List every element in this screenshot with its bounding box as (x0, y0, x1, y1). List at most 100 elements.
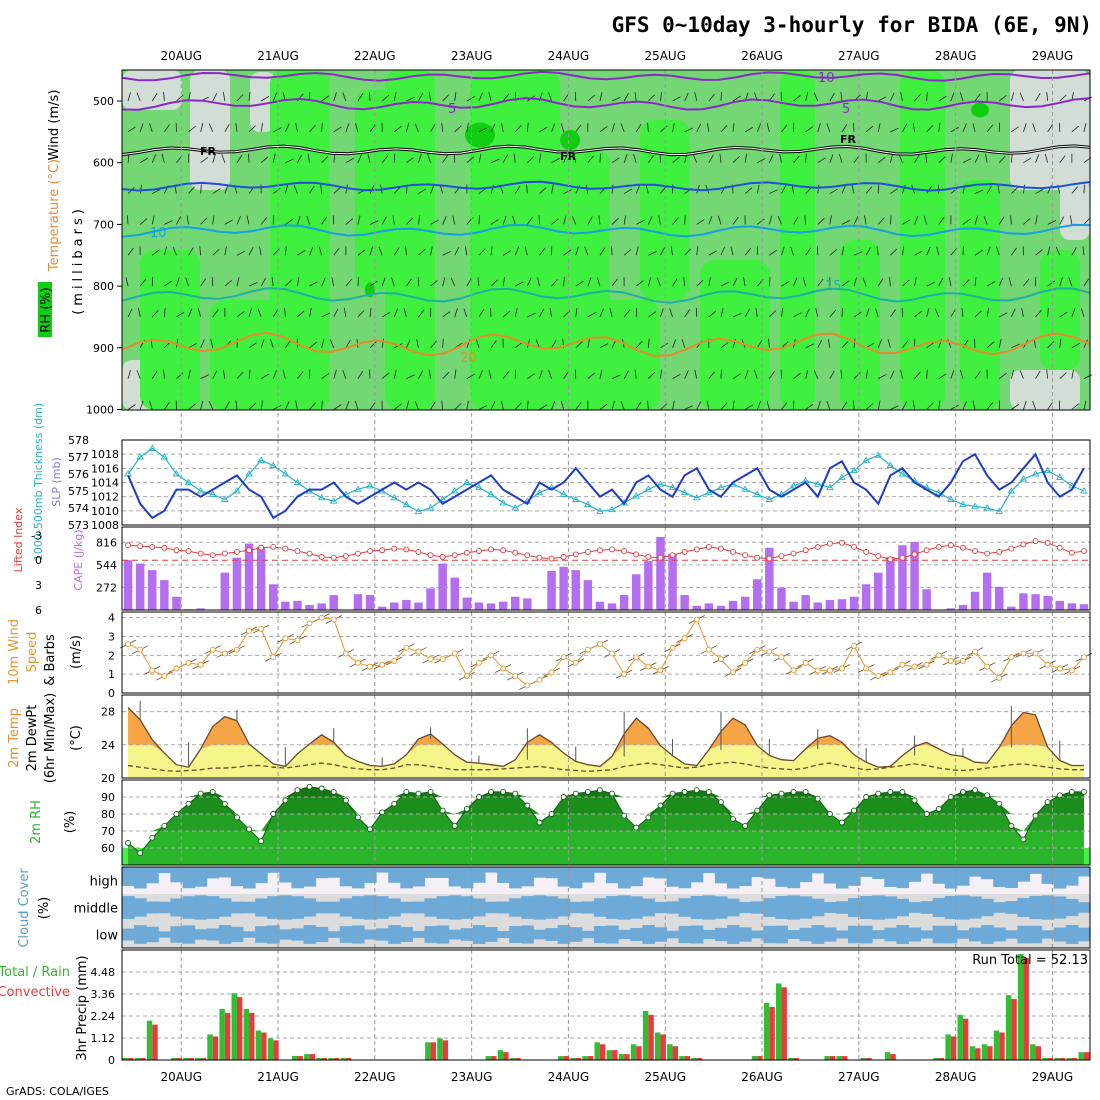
cloud-low-bar (630, 927, 643, 942)
lifted-index-line-point (572, 551, 579, 558)
wind-barb (926, 91, 928, 102)
cloud-mid-bar (376, 896, 389, 919)
cloud-high-bar (896, 867, 909, 889)
rh-line-point (161, 822, 168, 829)
wind10-axis-label-2: Speed (25, 632, 40, 673)
wind-barb (535, 339, 540, 348)
wind-barb (862, 277, 867, 287)
wind-speed-line-point (463, 673, 470, 679)
wind-barb (1068, 277, 1073, 287)
cape-bar (704, 603, 714, 610)
cloud-mid-bar (739, 901, 752, 914)
wind-barb (1023, 184, 1026, 194)
wind-speed-line-point (839, 665, 845, 672)
precip-tick-label: 4.48 (91, 966, 116, 979)
cloud-high-bar (509, 867, 522, 889)
wind-speed-line-point (693, 616, 700, 623)
lifted-index-line-point (705, 543, 712, 550)
precip-total-bar (316, 1058, 322, 1060)
thickness-tick-label: 575 (68, 485, 89, 498)
wind-barb (623, 370, 629, 379)
thickness-line-point (692, 493, 701, 501)
rh-line-point (923, 811, 930, 817)
wind-barb (321, 400, 323, 410)
cloud-mid-bar (654, 901, 667, 914)
wind-barb (212, 248, 220, 256)
wind-barb (950, 127, 959, 133)
rh-line-point (863, 794, 870, 800)
wind-speed-line-point (270, 654, 277, 661)
lifted-index-line-point (318, 553, 325, 560)
cape-bar (946, 608, 956, 610)
cape-axis-label: CAPE (J/kg) (72, 529, 85, 590)
precip-convective-bar (515, 1058, 521, 1060)
wind-barb (805, 153, 807, 163)
cloud-low-bar (497, 930, 510, 939)
cape-bar (849, 596, 859, 610)
wind-barb (333, 92, 337, 102)
wind-barb (127, 369, 131, 379)
wind-barb (768, 154, 774, 163)
wind-barb (163, 91, 165, 102)
precip-total-bar (437, 1038, 443, 1060)
wind-barb (260, 373, 270, 379)
wind-speed-line-point (766, 648, 773, 655)
precip-convective-bar (563, 1056, 570, 1060)
wind-barb (864, 215, 867, 225)
cloud-level-middle: middle (74, 902, 118, 917)
wind-barb (672, 339, 677, 348)
wind-barb (454, 92, 457, 102)
thickness-tick-label: 578 (68, 434, 89, 447)
cloud-mid-bar (412, 901, 425, 914)
rh-line-point (597, 787, 603, 794)
wind-barb (611, 400, 615, 410)
wind-speed-line-point (584, 646, 591, 653)
lifted-index-line-point (524, 552, 531, 559)
cloud-mid-bar (460, 896, 474, 919)
wind-barb (551, 123, 556, 132)
lifted-index-line-point (391, 545, 398, 552)
wind-barb (706, 400, 710, 410)
cloud-mid-bar (606, 896, 619, 919)
lifted-index-line-point (536, 554, 543, 561)
wind-barb (406, 374, 415, 380)
thickness-line-point (1055, 473, 1064, 480)
wind-barb (805, 92, 809, 102)
pressure-tick-label: 700 (93, 218, 114, 231)
cloud-high-bar (243, 867, 256, 889)
cloud-high-bar (702, 867, 716, 874)
thickness-line-point (584, 500, 592, 508)
cape-bar (777, 587, 786, 610)
cloud-mid-bar (557, 898, 571, 917)
wind-barb (672, 278, 678, 287)
precip-convective-bar (612, 1050, 618, 1060)
cloud-low-bar (593, 925, 607, 944)
slp-tick-label: 1016 (91, 462, 119, 475)
wind-panel-frame (121, 611, 1091, 694)
wind-barb (1011, 126, 1019, 133)
cloud-mid-bar (497, 901, 510, 914)
wind-barb (720, 402, 728, 410)
cloud-mid-bar (775, 896, 788, 919)
cape-bar (244, 543, 254, 610)
wind-barb (539, 187, 547, 194)
wind-barb (1059, 338, 1062, 348)
wind-barb (224, 401, 230, 410)
lifted-index-line-point (427, 552, 434, 559)
wind-barb (369, 341, 377, 349)
rh-line-point (972, 787, 978, 794)
wind-barb (490, 158, 500, 164)
wind-barb (599, 308, 604, 318)
cape-bar (910, 541, 919, 610)
wind-barb (452, 215, 456, 225)
cloud-low-bar (194, 929, 208, 940)
thickness-line-point (148, 444, 157, 451)
lifted-index-line-point (560, 553, 567, 560)
cloud-high-bar (799, 867, 813, 883)
wind-barb (926, 342, 935, 349)
wind-barb (309, 185, 315, 194)
precip-convective-bar (200, 1058, 207, 1060)
wind-barb (526, 122, 529, 132)
wind-speed-line-point (173, 665, 180, 672)
wind-barb (466, 400, 469, 410)
